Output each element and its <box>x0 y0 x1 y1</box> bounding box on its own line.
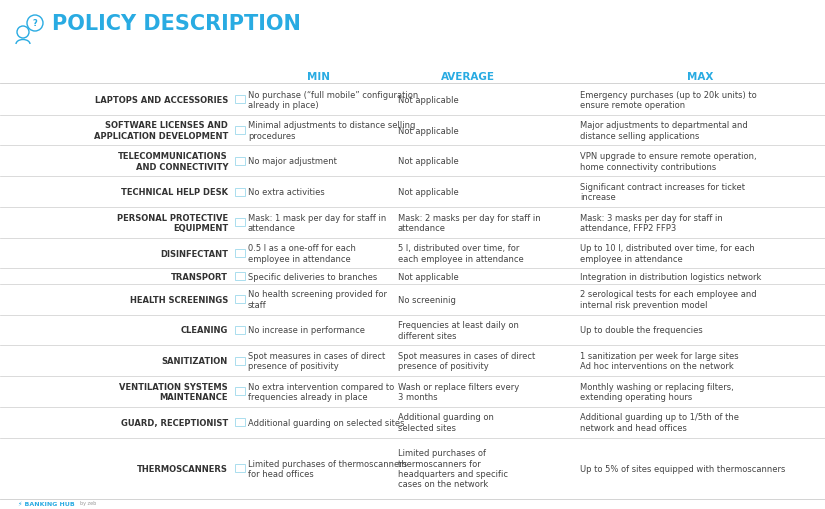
Text: PERSONAL PROTECTIVE
EQUIPMENT: PERSONAL PROTECTIVE EQUIPMENT <box>117 213 228 233</box>
Text: No screeninig: No screeninig <box>398 295 456 304</box>
Text: Not applicable: Not applicable <box>398 272 459 281</box>
Text: Additional guarding on selected sites: Additional guarding on selected sites <box>248 418 404 427</box>
Text: HEALTH SCREENINGS: HEALTH SCREENINGS <box>130 295 228 304</box>
Bar <box>235 188 245 196</box>
Text: ⚡ BANKING HUB: ⚡ BANKING HUB <box>18 500 75 505</box>
Text: Frequencies at least daily on
different sites: Frequencies at least daily on different … <box>398 321 519 340</box>
Text: Minimal adjustments to distance selling
procedures: Minimal adjustments to distance selling … <box>248 121 415 140</box>
Text: Not applicable: Not applicable <box>398 126 459 135</box>
Text: GUARD, RECEPTIONIST: GUARD, RECEPTIONIST <box>120 418 228 427</box>
Text: Wash or replace filters every
3 months: Wash or replace filters every 3 months <box>398 382 519 401</box>
Text: Mask: 2 masks per day for staff in
attendance: Mask: 2 masks per day for staff in atten… <box>398 213 540 233</box>
Text: CLEANING: CLEANING <box>181 326 228 335</box>
Text: Integration in distribution logistics network: Integration in distribution logistics ne… <box>580 272 761 281</box>
Text: Additional guarding up to 1/5th of the
network and head offices: Additional guarding up to 1/5th of the n… <box>580 413 739 432</box>
Text: Specific deliveries to branches: Specific deliveries to branches <box>248 272 377 281</box>
Text: 1 sanitization per week for large sites
Ad hoc interventions on the network: 1 sanitization per week for large sites … <box>580 351 738 371</box>
Bar <box>235 418 245 427</box>
Text: Not applicable: Not applicable <box>398 96 459 105</box>
Bar <box>235 96 245 104</box>
Text: 5 l, distributed over time, for
each employee in attendance: 5 l, distributed over time, for each emp… <box>398 244 524 263</box>
Text: 2 serological tests for each employee and
internal risk prevention model: 2 serological tests for each employee an… <box>580 290 757 309</box>
Bar <box>235 158 245 165</box>
Bar <box>235 388 245 395</box>
Text: TRANSPORT: TRANSPORT <box>171 272 228 281</box>
Text: No purchase (“full mobile” configuration
already in place): No purchase (“full mobile” configuration… <box>248 91 418 110</box>
Text: Not applicable: Not applicable <box>398 157 459 166</box>
Text: Up to double the frequencies: Up to double the frequencies <box>580 326 703 335</box>
Bar <box>235 357 245 365</box>
Bar <box>235 464 245 472</box>
Text: Limited purchases of thermoscanners
for head offices: Limited purchases of thermoscanners for … <box>248 459 407 478</box>
Bar <box>235 127 245 135</box>
Text: Significant contract increases for ticket
increase: Significant contract increases for ticke… <box>580 183 745 202</box>
Text: VPN upgrade to ensure remote operation,
home connectivity contributions: VPN upgrade to ensure remote operation, … <box>580 152 757 171</box>
Text: Monthly washing or replacing filters,
extending operating hours: Monthly washing or replacing filters, ex… <box>580 382 733 401</box>
Bar <box>235 326 245 334</box>
Text: POLICY DESCRIPTION: POLICY DESCRIPTION <box>52 14 301 34</box>
Text: 0.5 l as a one-off for each
employee in attendance: 0.5 l as a one-off for each employee in … <box>248 244 356 263</box>
Bar <box>235 296 245 303</box>
Text: Up to 10 l, distributed over time, for each
employee in attendance: Up to 10 l, distributed over time, for e… <box>580 244 755 263</box>
Text: Up to 5% of sites equipped with thermoscanners: Up to 5% of sites equipped with thermosc… <box>580 464 785 473</box>
Text: by zeb: by zeb <box>80 500 97 505</box>
Bar <box>235 273 245 280</box>
Text: No increase in performance: No increase in performance <box>248 326 365 335</box>
Text: Spot measures in cases of direct
presence of positivity: Spot measures in cases of direct presenc… <box>398 351 535 371</box>
Text: No extra intervention compared to
frequencies already in place: No extra intervention compared to freque… <box>248 382 394 401</box>
Text: TECHNICAL HELP DESK: TECHNICAL HELP DESK <box>121 188 228 196</box>
Text: Mask: 3 masks per day for staff in
attendance, FFP2 FFP3: Mask: 3 masks per day for staff in atten… <box>580 213 723 233</box>
Text: AVERAGE: AVERAGE <box>441 72 495 82</box>
Text: No major adjustment: No major adjustment <box>248 157 337 166</box>
Text: MAX: MAX <box>686 72 713 82</box>
Text: SANITIZATION: SANITIZATION <box>162 356 228 365</box>
Bar <box>235 219 245 227</box>
Bar <box>235 249 245 258</box>
Text: Limited purchases of
thermoscanners for
headquarters and specific
cases on the n: Limited purchases of thermoscanners for … <box>398 448 508 489</box>
Text: THERMOSCANNERS: THERMOSCANNERS <box>137 464 228 473</box>
Text: ?: ? <box>33 19 37 29</box>
Text: No extra activities: No extra activities <box>248 188 325 196</box>
Text: No health screening provided for
staff: No health screening provided for staff <box>248 290 387 309</box>
Text: SOFTWARE LICENSES AND
APPLICATION DEVELOPMENT: SOFTWARE LICENSES AND APPLICATION DEVELO… <box>93 121 228 140</box>
Text: Spot measures in cases of direct
presence of positivity: Spot measures in cases of direct presenc… <box>248 351 385 371</box>
Text: TELECOMMUNICATIONS
AND CONNECTIVITY: TELECOMMUNICATIONS AND CONNECTIVITY <box>118 152 228 171</box>
Text: VENTILATION SYSTEMS
MAINTENANCE: VENTILATION SYSTEMS MAINTENANCE <box>120 382 228 401</box>
Text: LAPTOPS AND ACCESSORIES: LAPTOPS AND ACCESSORIES <box>95 96 228 105</box>
Text: Additional guarding on
selected sites: Additional guarding on selected sites <box>398 413 494 432</box>
Text: Emergency purchases (up to 20k units) to
ensure remote operation: Emergency purchases (up to 20k units) to… <box>580 91 757 110</box>
Text: MIN: MIN <box>307 72 329 82</box>
Text: DISINFECTANT: DISINFECTANT <box>160 249 228 258</box>
Text: Major adjustments to departmental and
distance selling applications: Major adjustments to departmental and di… <box>580 121 747 140</box>
Text: Not applicable: Not applicable <box>398 188 459 196</box>
Text: Mask: 1 mask per day for staff in
attendance: Mask: 1 mask per day for staff in attend… <box>248 213 386 233</box>
